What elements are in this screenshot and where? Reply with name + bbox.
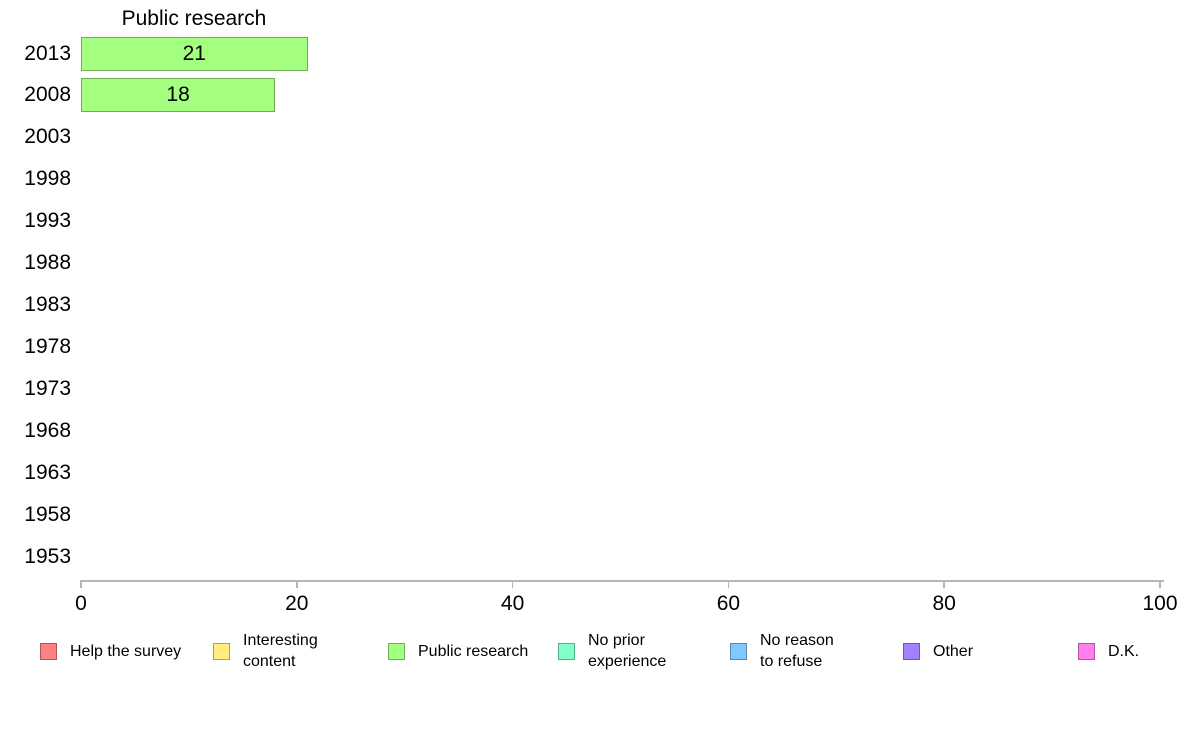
x-axis-tick bbox=[943, 580, 945, 588]
bar-value-label: 21 bbox=[182, 41, 206, 65]
y-axis-label: 1998 bbox=[24, 167, 71, 191]
legend-label: No reason to refuse bbox=[760, 632, 834, 670]
legend-item: Help the survey bbox=[40, 629, 181, 673]
legend-swatch-icon bbox=[40, 642, 57, 660]
legend-swatch-icon bbox=[903, 642, 920, 660]
legend-swatch-icon bbox=[730, 642, 747, 660]
y-axis-label: 1983 bbox=[24, 293, 71, 317]
x-axis-tick-label: 100 bbox=[1142, 592, 1178, 615]
y-axis-label: 2008 bbox=[24, 83, 71, 107]
x-axis-tick bbox=[80, 580, 82, 588]
legend-label: Public research bbox=[418, 642, 529, 660]
x-axis-tick-label: 40 bbox=[500, 592, 525, 615]
x-axis-line bbox=[81, 580, 1164, 582]
legend-item: No prior experience bbox=[558, 629, 666, 673]
bar-2013: 21 bbox=[81, 36, 308, 71]
y-axis-label: 1993 bbox=[24, 209, 71, 233]
y-axis-label: 1988 bbox=[24, 251, 71, 275]
y-axis-label: 1973 bbox=[24, 377, 71, 401]
y-axis-label: 1958 bbox=[24, 503, 71, 527]
y-axis-label: 2013 bbox=[24, 41, 71, 65]
bar-value-label: 18 bbox=[166, 83, 190, 107]
legend-swatch-icon bbox=[1078, 642, 1095, 660]
x-axis-tick bbox=[727, 580, 730, 588]
x-axis-tick-label: 0 bbox=[75, 592, 87, 615]
x-axis-tick-label: 80 bbox=[932, 592, 956, 615]
legend-item: Interesting content bbox=[213, 629, 318, 673]
legend-swatch-icon bbox=[558, 642, 575, 660]
x-axis-tick bbox=[296, 580, 298, 588]
x-axis-tick bbox=[1159, 580, 1161, 588]
x-axis-tick-label: 20 bbox=[285, 592, 309, 615]
y-axis-label: 1953 bbox=[24, 545, 71, 569]
legend-swatch-icon bbox=[388, 642, 405, 660]
y-axis-label: 2003 bbox=[24, 125, 71, 149]
x-axis-tick-label: 60 bbox=[716, 592, 741, 615]
x-axis-tick bbox=[511, 580, 514, 588]
chart-title: Public research bbox=[121, 7, 267, 30]
legend-label: Interesting content bbox=[243, 632, 318, 670]
legend-item: No reason to refuse bbox=[730, 629, 834, 673]
legend-item: D.K. bbox=[1078, 629, 1139, 673]
legend-item: Other bbox=[903, 629, 973, 673]
bar-2008: 18 bbox=[81, 78, 276, 113]
y-axis-label: 1963 bbox=[24, 461, 71, 485]
legend-item: Public research bbox=[388, 629, 528, 673]
legend-label: D.K. bbox=[1108, 642, 1140, 660]
y-axis-label: 1968 bbox=[24, 419, 71, 443]
legend-label: Other bbox=[933, 642, 974, 660]
y-axis-label: 1978 bbox=[24, 335, 71, 359]
legend-label: Help the survey bbox=[70, 642, 182, 660]
legend-label: No prior experience bbox=[588, 632, 667, 670]
legend-swatch-icon bbox=[213, 642, 230, 660]
